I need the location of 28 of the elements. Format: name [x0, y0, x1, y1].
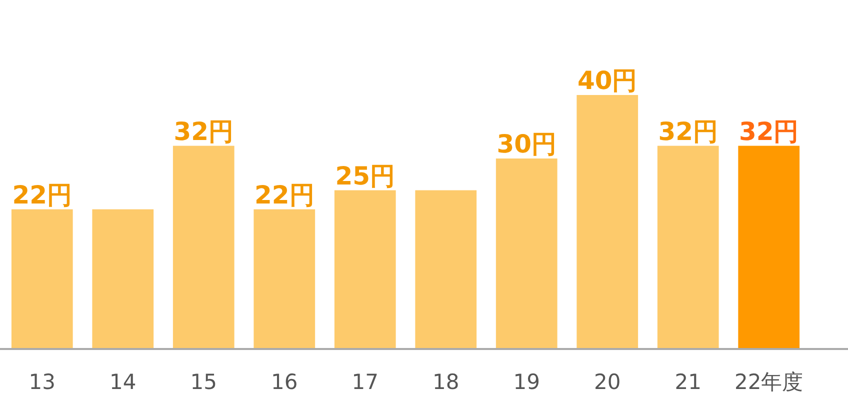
x-tick-label: 19 [513, 370, 540, 394]
bar [576, 95, 638, 349]
bar [172, 146, 234, 349]
x-tick-label: 14 [110, 370, 136, 394]
data-label: 25円 [335, 161, 396, 190]
bar [496, 158, 558, 349]
bar [738, 146, 800, 349]
bar [657, 146, 719, 349]
data-label: 22円 [254, 180, 314, 210]
bar [11, 209, 73, 349]
data-label: 32円 [174, 116, 234, 146]
data-label: 32円 [658, 116, 718, 146]
x-tick-label: 13 [28, 370, 56, 394]
bar [334, 190, 396, 349]
x-tick-label: 18 [432, 370, 460, 394]
x-tick-label: 20 [594, 370, 621, 394]
x-tick-label: 22年度 [734, 370, 804, 394]
data-label: 40円 [577, 66, 638, 95]
x-tick-label: 21 [674, 370, 702, 394]
data-label: 22円 [12, 180, 72, 210]
bar [254, 209, 316, 349]
x-tick-label: 16 [271, 370, 298, 394]
x-tick-label: 15 [190, 370, 217, 394]
data-label: 32円 [738, 116, 799, 146]
x-tick-label: 17 [352, 370, 378, 394]
data-label: 30円 [496, 130, 557, 158]
bar [415, 190, 477, 349]
bar [92, 209, 154, 349]
